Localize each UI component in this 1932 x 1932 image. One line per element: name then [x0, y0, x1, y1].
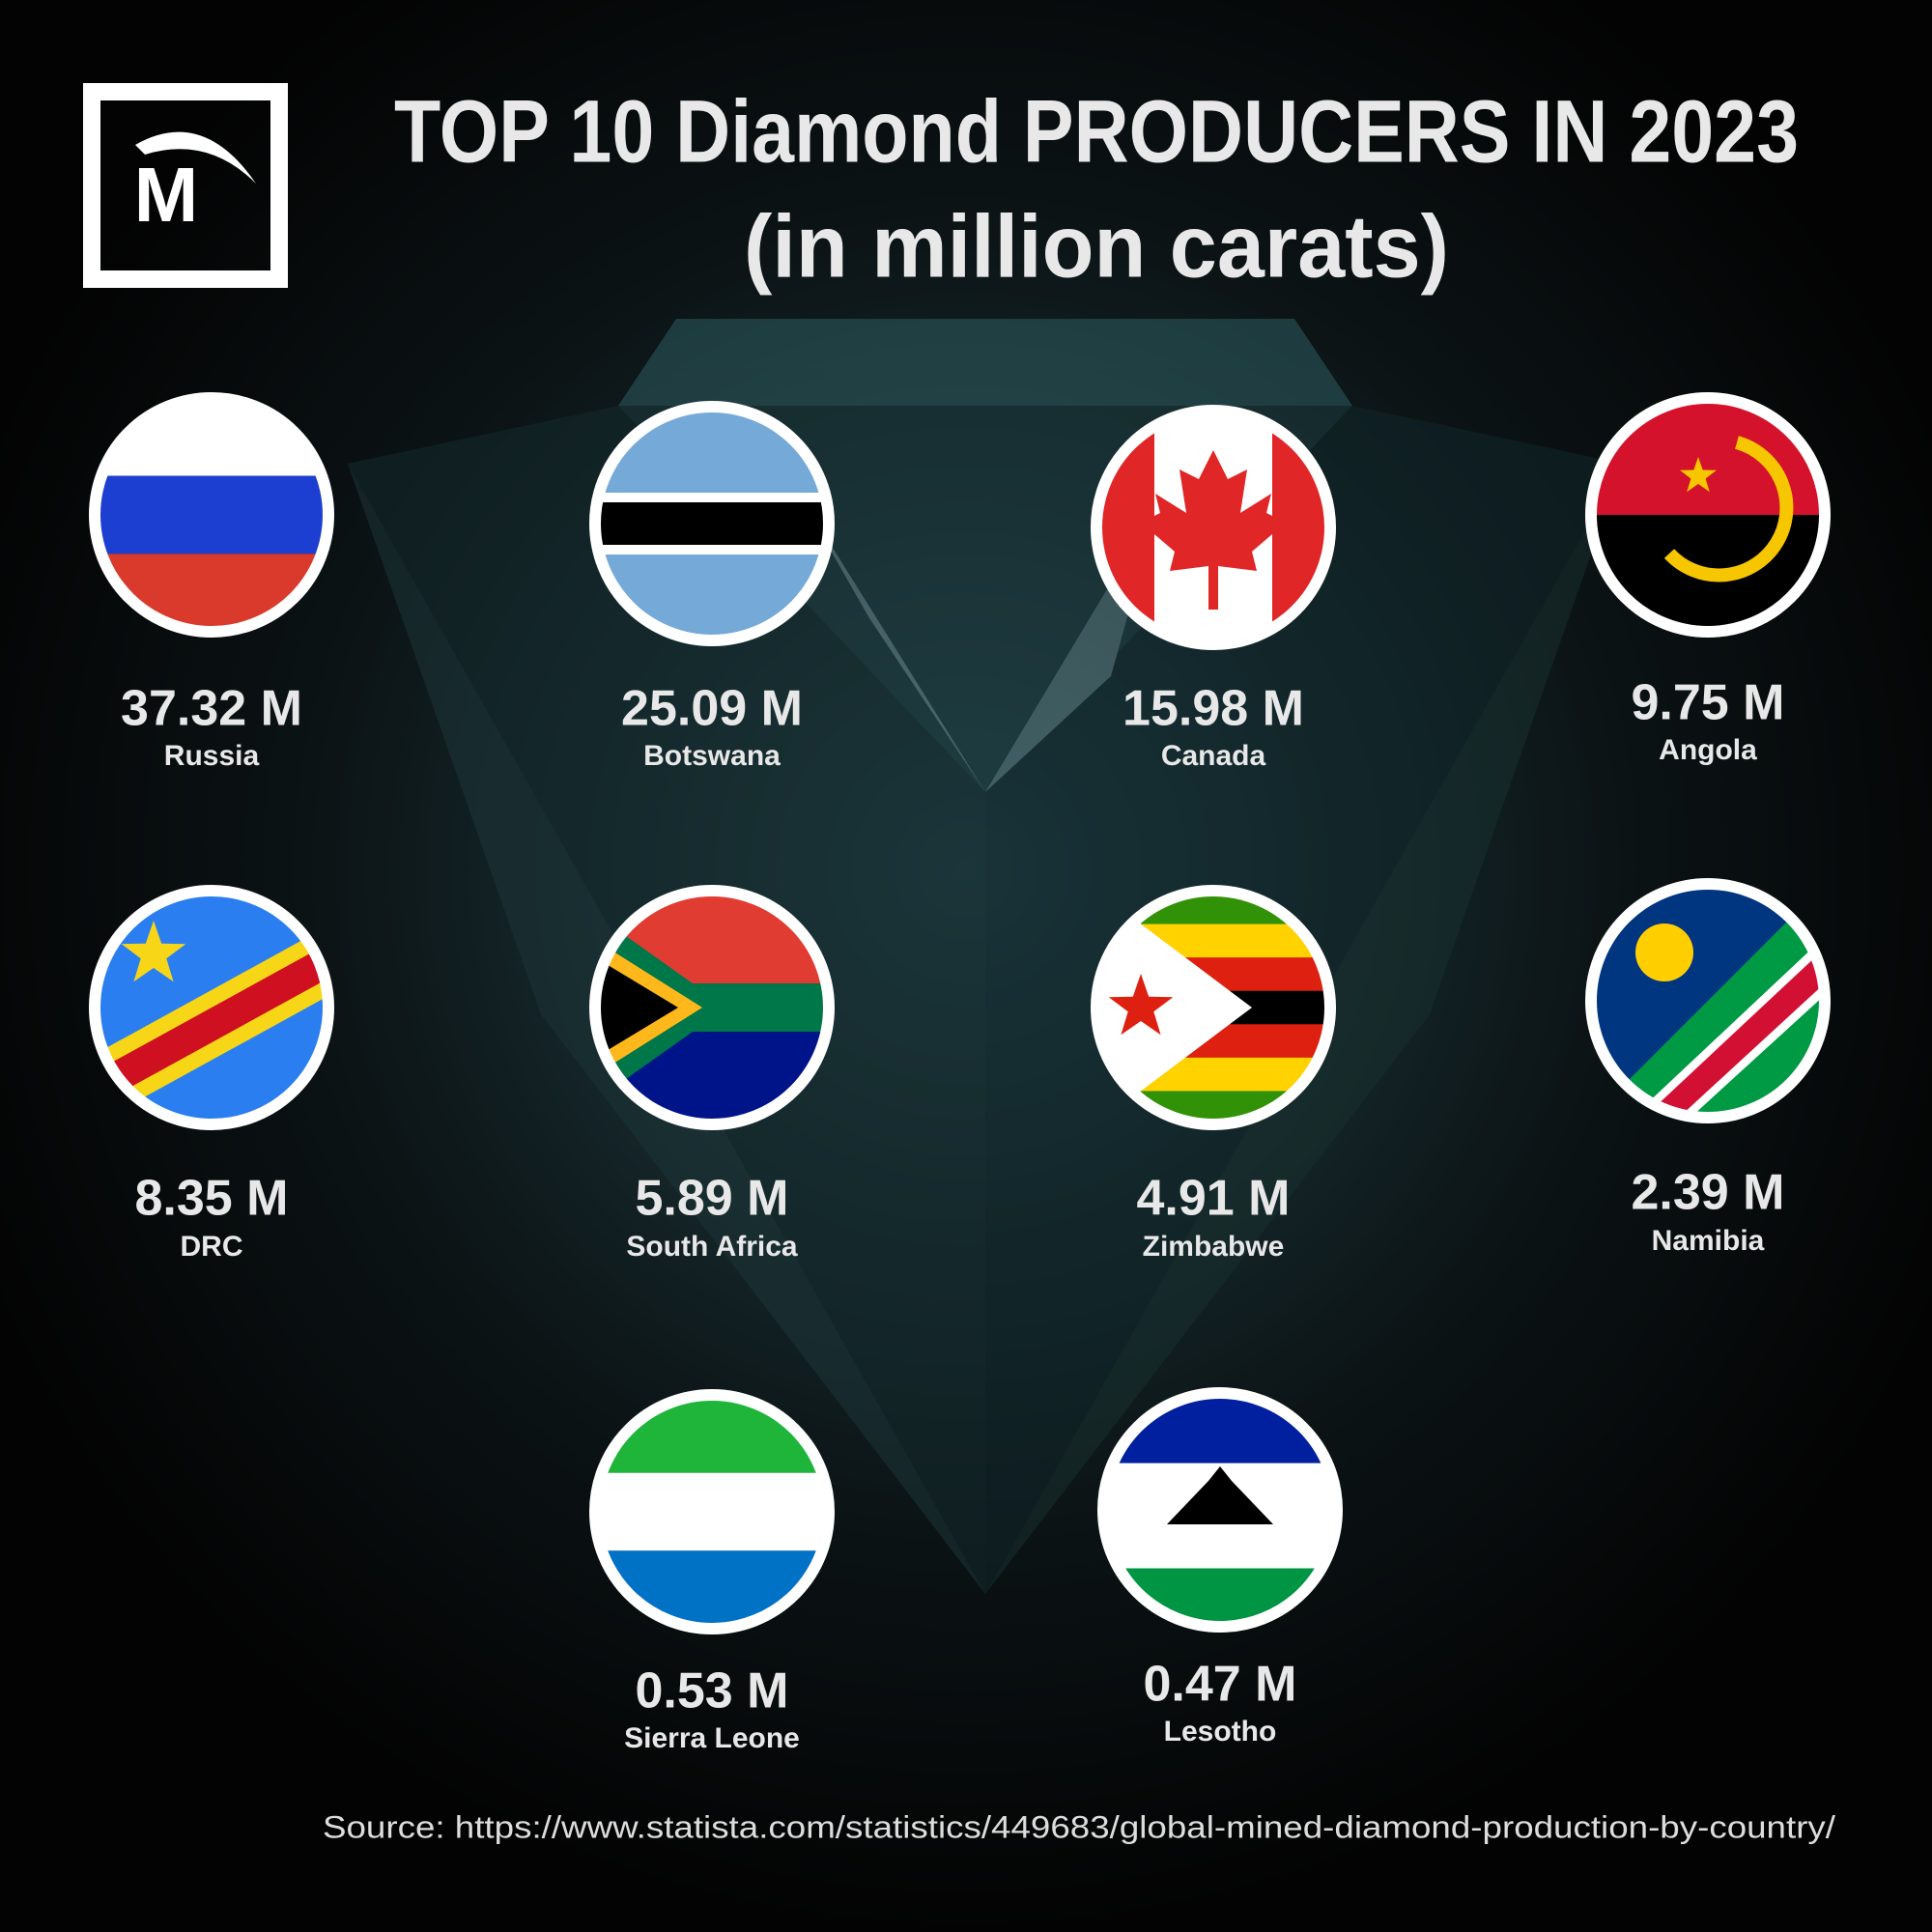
logo-pick: [135, 131, 256, 184]
country-label: Angola: [1659, 734, 1757, 766]
flag-border: [589, 885, 835, 1130]
producer: [89, 885, 334, 1130]
producer: [1091, 885, 1336, 1130]
hat: [1167, 1466, 1273, 1524]
country-label: Zimbabwe: [1143, 1231, 1285, 1263]
producer: [1585, 878, 1831, 1123]
triangle: [595, 957, 678, 1058]
producer: [589, 401, 835, 646]
star: [1108, 974, 1174, 1036]
leaf: [1141, 450, 1286, 610]
band: [595, 914, 829, 1101]
flag: [595, 407, 829, 640]
value-label: 15.98 M: [1122, 681, 1304, 737]
country-label: Canada: [1161, 740, 1266, 772]
stripe: [595, 1472, 829, 1551]
flag-border: [89, 885, 334, 1130]
value-label: 2.39 M: [1632, 1165, 1785, 1221]
sun: [1635, 923, 1693, 981]
flag-border: [1585, 878, 1831, 1123]
triangle: [1096, 891, 1252, 1124]
producer: [1097, 1387, 1343, 1633]
title: TOP 10 Diamond PRODUCERS IN 2023: [394, 82, 1799, 181]
logo-text: M: [134, 152, 199, 238]
flag: [1591, 884, 1825, 1118]
producer: [589, 1389, 835, 1634]
stripe: [595, 502, 829, 545]
producer: [89, 392, 334, 638]
value-label: 8.35 M: [135, 1171, 289, 1227]
country-label: Botswana: [643, 740, 781, 772]
country-label: Namibia: [1652, 1225, 1765, 1257]
source: Source: https://www.statista.com/statist…: [323, 1809, 1835, 1844]
logo: M: [83, 83, 288, 288]
flag-border: [589, 1389, 835, 1634]
band: [1632, 936, 1825, 1118]
emblem: [1663, 436, 1794, 582]
flag-border: [1585, 392, 1831, 638]
star: [121, 921, 186, 982]
flag: [1096, 411, 1330, 644]
producer: [1585, 392, 1831, 638]
value-label: 37.32 M: [121, 681, 302, 737]
flag-border: [89, 392, 334, 638]
flag: [95, 398, 328, 632]
value-label: 5.89 M: [636, 1171, 789, 1227]
flag-border: [1091, 405, 1336, 650]
star: [1680, 457, 1717, 493]
flag: [95, 891, 328, 1124]
stripe: [95, 475, 328, 554]
country-label: DRC: [181, 1231, 243, 1263]
band: [95, 943, 328, 1107]
logo-frame: [83, 83, 288, 288]
country-label: South Africa: [626, 1231, 798, 1263]
flag-border: [1097, 1387, 1343, 1633]
value-label: 0.47 M: [1144, 1657, 1297, 1713]
flag-border: [589, 401, 835, 646]
value-label: 4.91 M: [1137, 1171, 1291, 1227]
value-label: 25.09 M: [621, 681, 803, 737]
country-label: Sierra Leone: [624, 1722, 800, 1754]
country-label: Russia: [164, 740, 260, 772]
value-label: 0.53 M: [636, 1663, 789, 1719]
country-label: Lesotho: [1164, 1716, 1277, 1747]
value-label: 9.75 M: [1632, 675, 1785, 731]
subtitle: (in million carats): [744, 197, 1449, 296]
producer: [589, 885, 835, 1130]
flag-border: [1091, 885, 1336, 1130]
producer: [1091, 405, 1336, 650]
